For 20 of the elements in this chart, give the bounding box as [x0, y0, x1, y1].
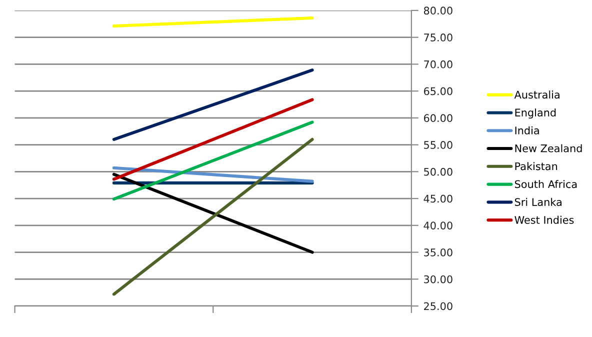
legend-label: Sri Lanka [514, 198, 562, 206]
y-tick-label: 25.00 [424, 302, 452, 310]
y-tick-label: 45.00 [424, 194, 452, 203]
y-tick-label: 70.00 [424, 60, 452, 68]
y-tick-label: 80.00 [424, 6, 452, 15]
y-tick-label: 75.00 [424, 34, 452, 42]
y-tick-label: 55.00 [424, 141, 452, 149]
y-tick-label: 35.00 [424, 248, 452, 256]
legend-label: Australia [514, 90, 560, 99]
y-tick-label: 30.00 [424, 275, 452, 284]
y-tick-label: 65.00 [424, 87, 452, 96]
legend-label: England [515, 108, 556, 119]
legend-label: Pakistan [515, 162, 558, 170]
y-tick-label: 60.00 [424, 114, 452, 122]
y-tick-label: 50.00 [424, 168, 452, 176]
legend-label: South Africa [514, 180, 577, 188]
y-tick-label: 40.00 [424, 222, 452, 230]
legend-label: New Zealand [515, 144, 582, 152]
legend-label: India [515, 126, 539, 134]
legend-label: West Indies [514, 216, 574, 224]
